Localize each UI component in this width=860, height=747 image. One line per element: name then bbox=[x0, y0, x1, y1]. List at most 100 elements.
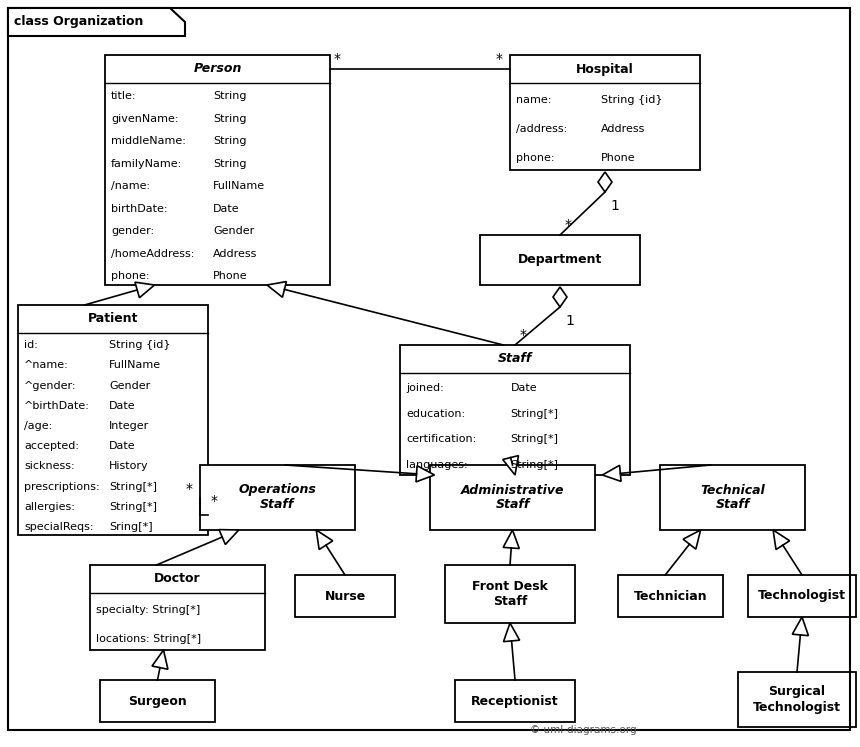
Text: ^birthDate:: ^birthDate: bbox=[24, 400, 90, 411]
Polygon shape bbox=[602, 465, 621, 481]
Bar bbox=[90, 565, 265, 650]
Text: String: String bbox=[213, 91, 247, 102]
Text: Operations
Staff: Operations Staff bbox=[238, 483, 316, 512]
Polygon shape bbox=[773, 530, 789, 550]
Text: Hospital: Hospital bbox=[576, 63, 634, 75]
Text: Sring[*]: Sring[*] bbox=[109, 522, 153, 532]
Text: String[*]: String[*] bbox=[109, 482, 157, 492]
Polygon shape bbox=[503, 623, 519, 642]
Text: Surgeon: Surgeon bbox=[128, 695, 187, 707]
Text: Administrative
Staff: Administrative Staff bbox=[461, 483, 564, 512]
Text: allergies:: allergies: bbox=[24, 502, 75, 512]
Bar bbox=[510, 55, 700, 170]
Polygon shape bbox=[792, 617, 808, 636]
Bar bbox=[748, 575, 856, 617]
Text: String: String bbox=[213, 159, 247, 169]
Bar bbox=[18, 305, 208, 535]
Text: Address: Address bbox=[213, 249, 257, 258]
Bar bbox=[738, 672, 856, 727]
Text: *: * bbox=[211, 494, 218, 508]
Text: id:: id: bbox=[24, 340, 38, 350]
Text: title:: title: bbox=[111, 91, 137, 102]
Text: /homeAddress:: /homeAddress: bbox=[111, 249, 194, 258]
Text: phone:: phone: bbox=[111, 271, 150, 281]
Text: familyName:: familyName: bbox=[111, 159, 182, 169]
Text: education:: education: bbox=[406, 409, 465, 419]
Text: String[*]: String[*] bbox=[510, 409, 558, 419]
Bar bbox=[455, 680, 575, 722]
Text: Nurse: Nurse bbox=[324, 589, 366, 603]
Polygon shape bbox=[219, 530, 239, 545]
Text: String {id}: String {id} bbox=[601, 96, 663, 105]
Polygon shape bbox=[8, 8, 185, 36]
Bar bbox=[660, 465, 805, 530]
Text: Gender: Gender bbox=[109, 380, 150, 391]
Text: /address:: /address: bbox=[516, 125, 568, 134]
Bar bbox=[400, 345, 630, 475]
Text: ^gender:: ^gender: bbox=[24, 380, 77, 391]
Text: /age:: /age: bbox=[24, 421, 52, 431]
Text: Surgical
Technologist: Surgical Technologist bbox=[753, 686, 841, 713]
Text: Phone: Phone bbox=[213, 271, 248, 281]
Bar bbox=[445, 565, 575, 623]
Text: Receptionist: Receptionist bbox=[471, 695, 559, 707]
Text: String {id}: String {id} bbox=[109, 340, 170, 350]
Text: *: * bbox=[334, 52, 341, 66]
Text: locations: String[*]: locations: String[*] bbox=[96, 633, 201, 644]
Bar bbox=[430, 465, 595, 530]
Text: Phone: Phone bbox=[601, 153, 636, 164]
Polygon shape bbox=[152, 650, 168, 669]
Polygon shape bbox=[416, 465, 434, 482]
Text: Date: Date bbox=[213, 204, 240, 214]
Polygon shape bbox=[503, 530, 519, 548]
Text: class Organization: class Organization bbox=[14, 16, 144, 28]
Text: languages:: languages: bbox=[406, 460, 468, 470]
Text: Technologist: Technologist bbox=[758, 589, 846, 603]
Text: *: * bbox=[520, 328, 527, 342]
Bar bbox=[295, 575, 395, 617]
Text: Front Desk
Staff: Front Desk Staff bbox=[472, 580, 548, 608]
Text: History: History bbox=[109, 462, 149, 471]
Text: name:: name: bbox=[516, 96, 551, 105]
Text: 1: 1 bbox=[565, 314, 574, 328]
Text: Technical
Staff: Technical Staff bbox=[700, 483, 765, 512]
Text: String: String bbox=[213, 114, 247, 124]
Polygon shape bbox=[135, 282, 155, 298]
Text: phone:: phone: bbox=[516, 153, 555, 164]
Text: birthDate:: birthDate: bbox=[111, 204, 168, 214]
Text: *: * bbox=[496, 52, 503, 66]
Text: String[*]: String[*] bbox=[510, 434, 558, 444]
Text: 1: 1 bbox=[610, 199, 619, 213]
Text: String[*]: String[*] bbox=[109, 502, 157, 512]
Text: Gender: Gender bbox=[213, 226, 255, 236]
Polygon shape bbox=[553, 287, 567, 307]
Text: © uml-diagrams.org: © uml-diagrams.org bbox=[530, 725, 636, 735]
Text: accepted:: accepted: bbox=[24, 441, 79, 451]
Text: Address: Address bbox=[601, 125, 646, 134]
Text: String[*]: String[*] bbox=[510, 460, 558, 470]
Text: ^name:: ^name: bbox=[24, 360, 69, 371]
Text: FullName: FullName bbox=[213, 182, 265, 191]
Text: String: String bbox=[213, 137, 247, 146]
Polygon shape bbox=[316, 530, 333, 550]
Text: joined:: joined: bbox=[406, 383, 444, 394]
Polygon shape bbox=[598, 172, 612, 192]
Text: gender:: gender: bbox=[111, 226, 154, 236]
Bar bbox=[618, 575, 723, 617]
Text: specialReqs:: specialReqs: bbox=[24, 522, 94, 532]
Text: prescriptions:: prescriptions: bbox=[24, 482, 100, 492]
Text: *: * bbox=[186, 482, 193, 495]
Polygon shape bbox=[267, 282, 286, 297]
Text: givenName:: givenName: bbox=[111, 114, 179, 124]
Text: specialty: String[*]: specialty: String[*] bbox=[96, 605, 200, 615]
Bar bbox=[105, 55, 330, 285]
Text: Staff: Staff bbox=[498, 353, 532, 365]
Text: *: * bbox=[565, 218, 572, 232]
Bar bbox=[480, 235, 640, 285]
Text: FullName: FullName bbox=[109, 360, 162, 371]
Text: sickness:: sickness: bbox=[24, 462, 75, 471]
Text: Department: Department bbox=[518, 253, 602, 267]
Text: Person: Person bbox=[194, 63, 242, 75]
Text: Date: Date bbox=[109, 400, 136, 411]
Text: Integer: Integer bbox=[109, 421, 150, 431]
